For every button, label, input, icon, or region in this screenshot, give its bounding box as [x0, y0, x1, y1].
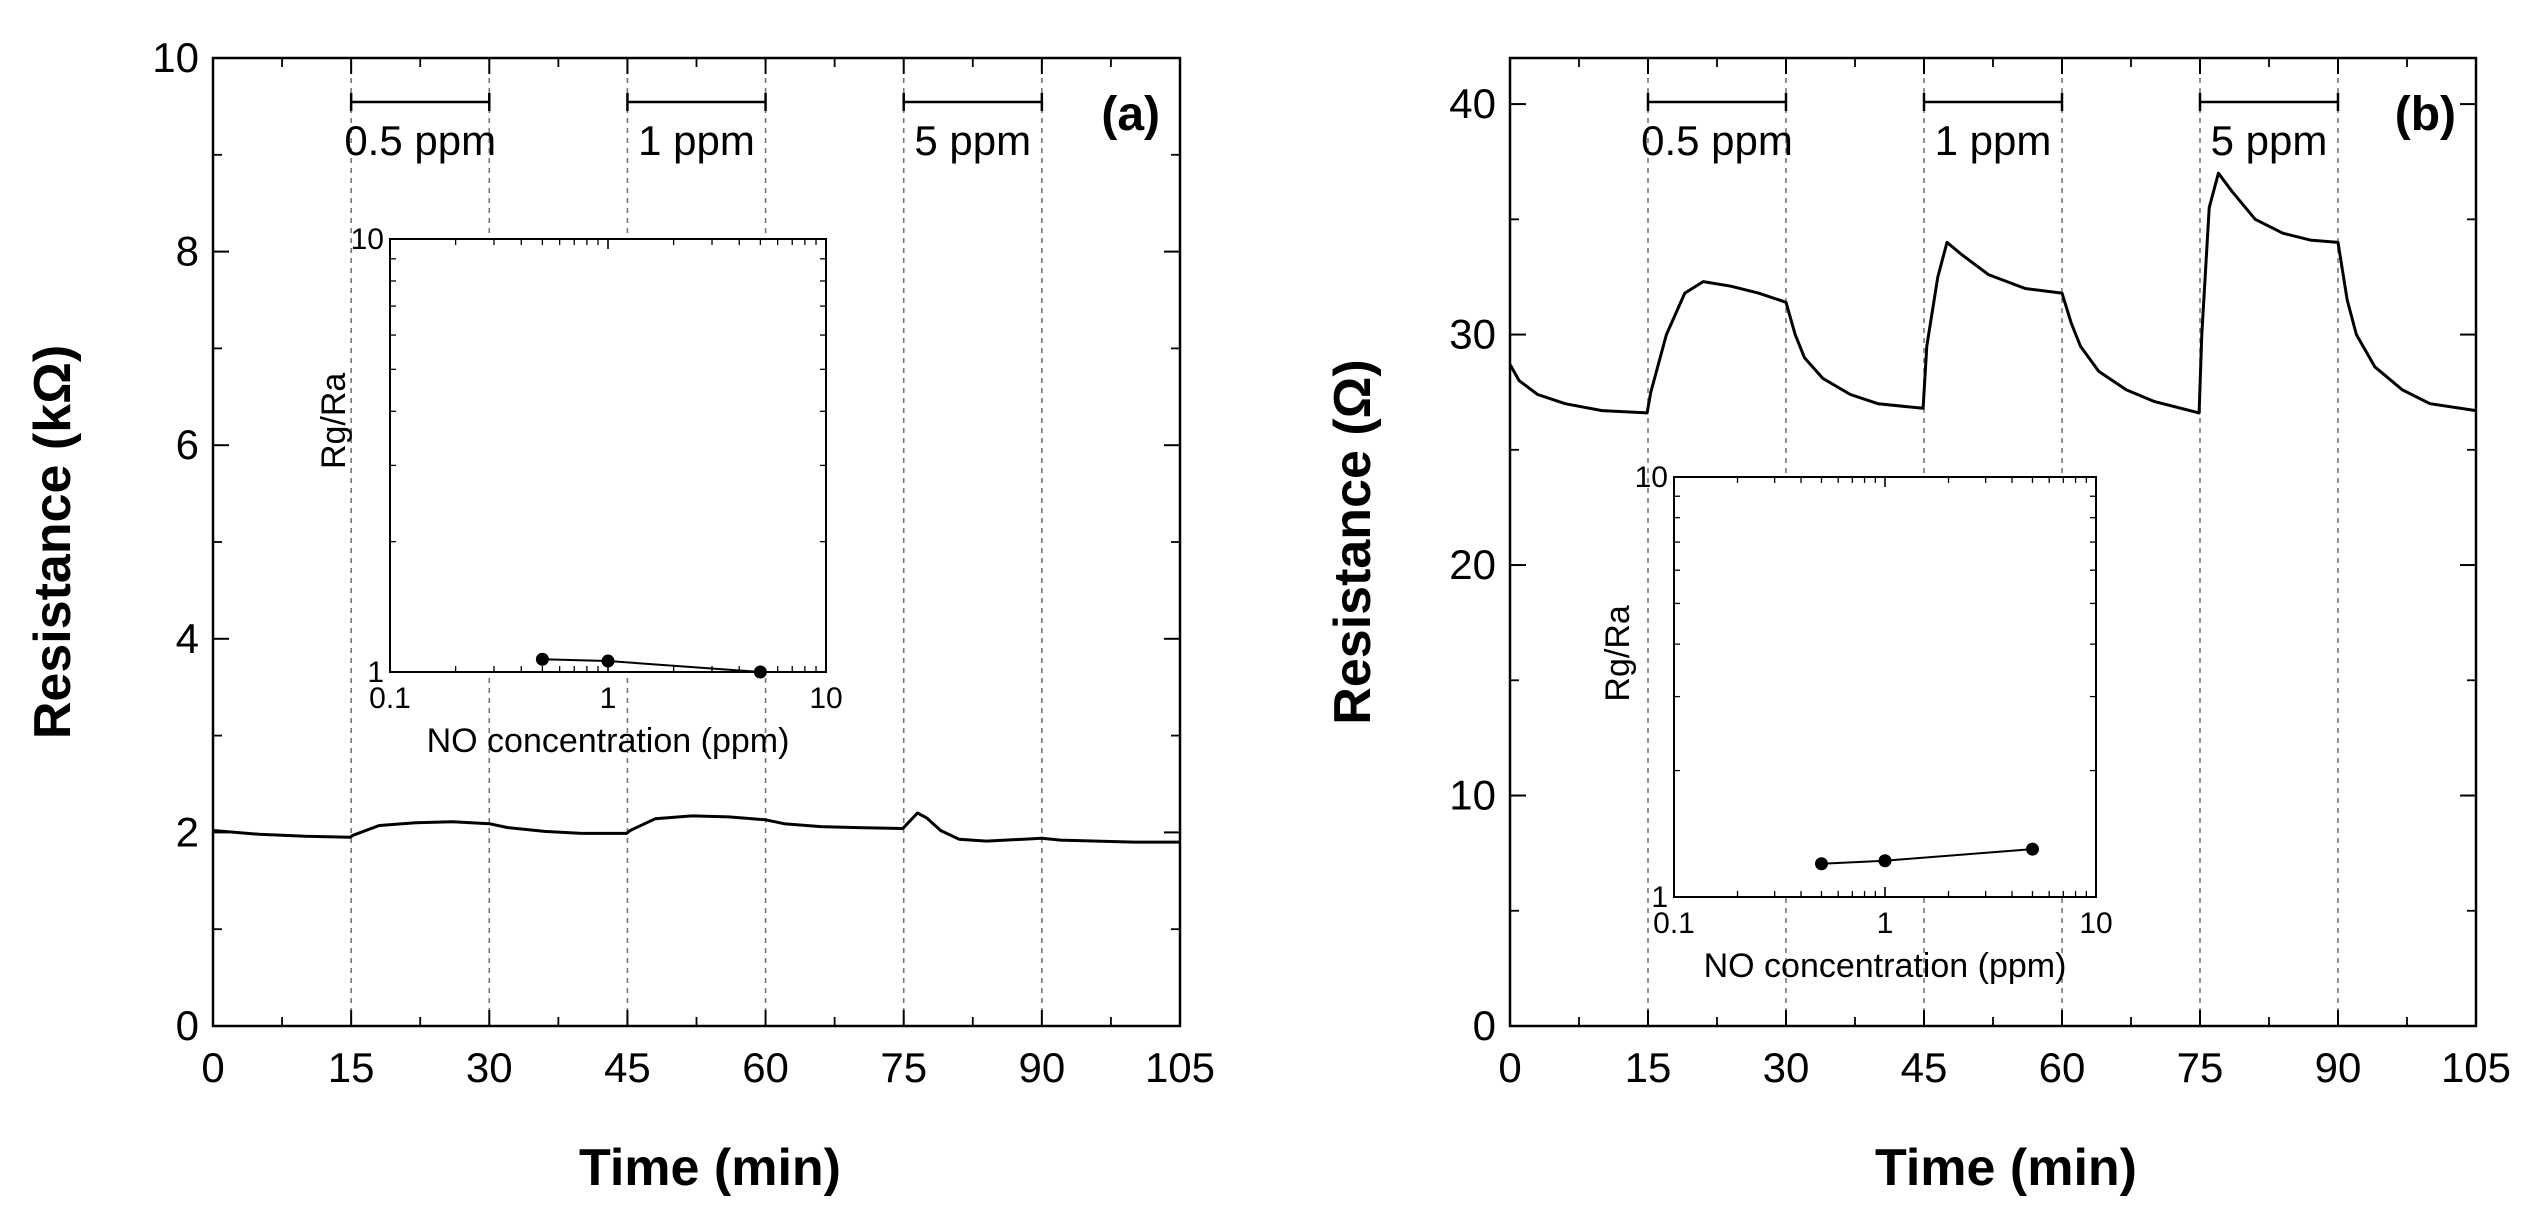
- inset-y-tick-label: 10: [351, 223, 384, 256]
- exposure-label: 1 ppm: [1935, 117, 2052, 164]
- y-tick-label: 10: [1449, 772, 1496, 819]
- panel-label: (b): [2395, 88, 2456, 141]
- y-tick-label: 8: [176, 228, 199, 275]
- inset-data-point: [535, 652, 549, 666]
- inset-y-tick-label: 10: [1635, 461, 1668, 494]
- y-axis-title: Resistance (kΩ): [24, 345, 82, 739]
- y-tick-label: 20: [1449, 541, 1496, 588]
- inset-data-point: [2025, 842, 2039, 856]
- x-tick-label: 90: [2315, 1044, 2362, 1091]
- panel-a: 0 15 30 45 60 75 90 105 0 2 4 6 8 10 Time (min) Resista…: [24, 34, 1215, 1197]
- x-tick-label: 45: [604, 1044, 651, 1091]
- inset-data-point: [601, 654, 615, 668]
- panel-label: (a): [1101, 88, 1160, 141]
- y-tick-label: 30: [1449, 311, 1496, 358]
- y-axis-title: Resistance (Ω): [1324, 359, 1382, 724]
- resistance-series-line: [212, 811, 1180, 844]
- inset-data-point: [1814, 857, 1828, 871]
- y-tick-label: 10: [152, 34, 199, 81]
- inset-data-point: [1878, 854, 1892, 868]
- inset-y-axis-title: Rg/Ra: [315, 373, 353, 469]
- x-tick-label: 105: [2441, 1044, 2511, 1091]
- panel-b: 0 15 30 45 60 75 90 105 0 10 20 30 40 Time (min) Resis…: [1324, 56, 2511, 1197]
- inset-x-axis-title: NO concentration (ppm): [1704, 947, 2067, 985]
- inset-x-tick-label: 1: [1877, 907, 1894, 940]
- x-tick-label: 90: [1018, 1044, 1065, 1091]
- inset-y-axis-title: Rg/Ra: [1599, 605, 1637, 701]
- inset-x-tick-label: 0.1: [369, 682, 411, 715]
- exposure-label: 5 ppm: [914, 117, 1031, 164]
- x-tick-label: 75: [2177, 1044, 2224, 1091]
- exposure-label: 5 ppm: [2211, 117, 2328, 164]
- exposure-label: 0.5 ppm: [344, 117, 496, 164]
- y-tick-label: 6: [176, 421, 199, 468]
- y-tick-label: 0: [1473, 1002, 1496, 1049]
- x-tick-label: 30: [1763, 1044, 1810, 1091]
- inset-data-point: [753, 665, 767, 679]
- x-tick-label: 15: [328, 1044, 375, 1091]
- x-tick-label: 45: [1901, 1044, 1948, 1091]
- x-tick-label: 105: [1145, 1044, 1215, 1091]
- inset-x-tick-label: 10: [2079, 907, 2112, 940]
- inset-x-tick-label: 10: [809, 682, 842, 715]
- x-tick-label: 60: [2039, 1044, 2086, 1091]
- inset-x-tick-label: 1: [600, 682, 617, 715]
- x-axis-title: Time (min): [579, 1139, 841, 1197]
- resistance-series-line: [1508, 171, 2477, 415]
- inset-y-tick-label: 1: [1651, 881, 1668, 914]
- x-axis-title: Time (min): [1875, 1139, 2137, 1197]
- inset-x-tick-label: 0.1: [1653, 907, 1695, 940]
- x-tick-label: 60: [742, 1044, 789, 1091]
- exposure-label: 1 ppm: [638, 117, 755, 164]
- y-tick-label: 4: [176, 615, 199, 662]
- y-tick-label: 0: [176, 1002, 199, 1049]
- x-tick-label: 30: [466, 1044, 513, 1091]
- y-tick-label: 2: [176, 808, 199, 855]
- inset-y-tick-label: 1: [367, 656, 384, 689]
- inset-frame: [1673, 476, 2097, 898]
- y-tick-label: 40: [1449, 80, 1496, 127]
- inset-frame: [389, 238, 827, 673]
- x-tick-label: 75: [880, 1044, 927, 1091]
- x-tick-label: 0: [1498, 1044, 1521, 1091]
- x-tick-label: 15: [1625, 1044, 1672, 1091]
- exposure-label: 0.5 ppm: [1641, 117, 1793, 164]
- inset-x-axis-title: NO concentration (ppm): [427, 722, 790, 760]
- x-tick-label: 0: [201, 1044, 224, 1091]
